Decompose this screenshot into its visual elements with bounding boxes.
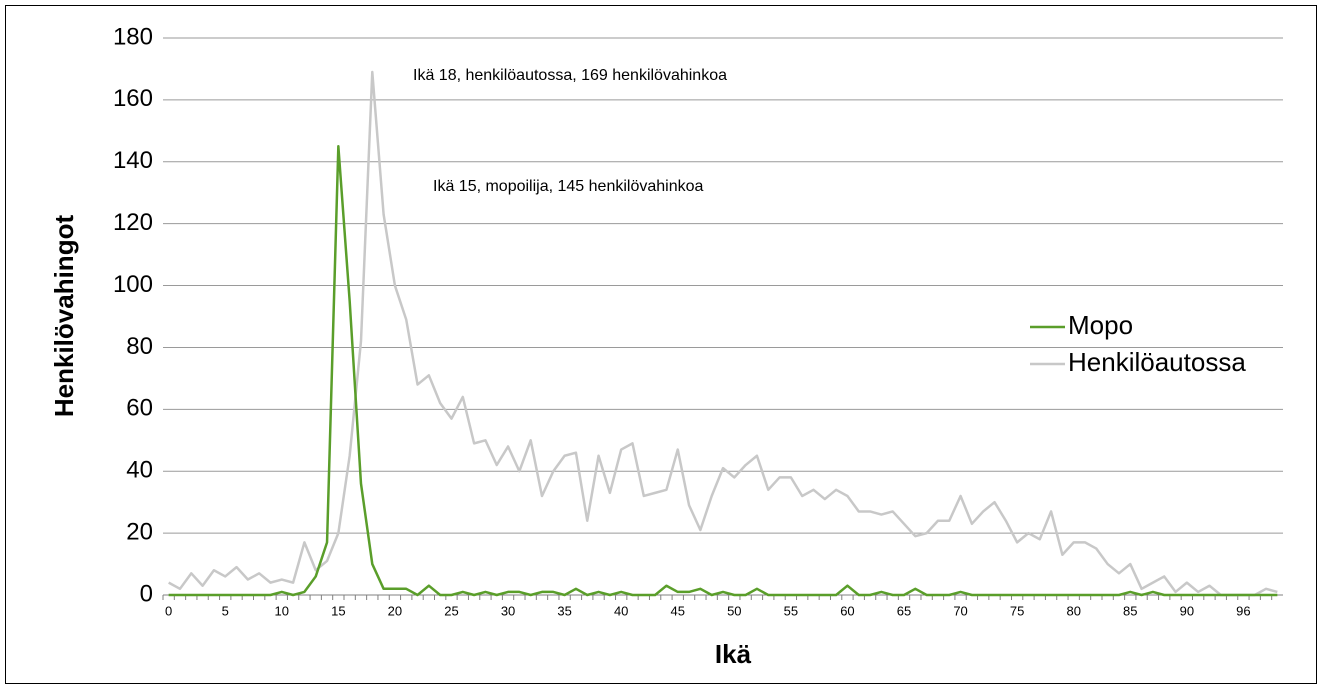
- legend-label: Henkilöautossa: [1068, 347, 1246, 377]
- x-tick-label: 5: [222, 603, 229, 618]
- y-tick-label: 0: [140, 580, 153, 607]
- x-tick-label: 20: [388, 603, 402, 618]
- legend-label: Mopo: [1068, 310, 1133, 340]
- x-tick-label: 75: [1010, 603, 1024, 618]
- y-tick-label: 160: [113, 85, 153, 112]
- x-tick-label: 35: [557, 603, 571, 618]
- x-tick-label: 50: [727, 603, 741, 618]
- y-tick-label: 40: [126, 457, 153, 484]
- x-tick-label: 60: [840, 603, 854, 618]
- annotation: Ikä 15, mopoilija, 145 henkilövahinkoa: [433, 178, 704, 195]
- x-tick-label: 55: [784, 603, 798, 618]
- x-tick-label: 70: [953, 603, 967, 618]
- x-tick-label: 90: [1180, 603, 1194, 618]
- annotation: Ikä 18, henkilöautossa, 169 henkilövahin…: [413, 67, 727, 84]
- y-tick-label: 180: [113, 23, 153, 50]
- x-tick-label: 25: [444, 603, 458, 618]
- x-tick-label: 0: [165, 603, 172, 618]
- x-tick-label: 40: [614, 603, 628, 618]
- x-tick-label: 45: [671, 603, 685, 618]
- series-line: [168, 70, 1278, 597]
- y-tick-label: 60: [126, 395, 153, 422]
- x-axis-label: Ikä: [715, 639, 752, 669]
- x-tick-label: 85: [1123, 603, 1137, 618]
- y-tick-label: 20: [126, 518, 153, 545]
- x-tick-label: 10: [275, 603, 289, 618]
- x-tick-label: 96: [1236, 603, 1250, 618]
- x-tick-label: 15: [331, 603, 345, 618]
- series-line: [168, 145, 1278, 597]
- y-tick-label: 120: [113, 209, 153, 236]
- x-tick-label: 30: [501, 603, 515, 618]
- y-tick-label: 140: [113, 147, 153, 174]
- x-tick-label: 65: [897, 603, 911, 618]
- frame: [5, 5, 1317, 684]
- x-tick-label: 80: [1066, 603, 1080, 618]
- y-tick-label: 80: [126, 333, 153, 360]
- y-axis-label: Henkilövahingot: [49, 215, 79, 418]
- y-tick-label: 100: [113, 271, 153, 298]
